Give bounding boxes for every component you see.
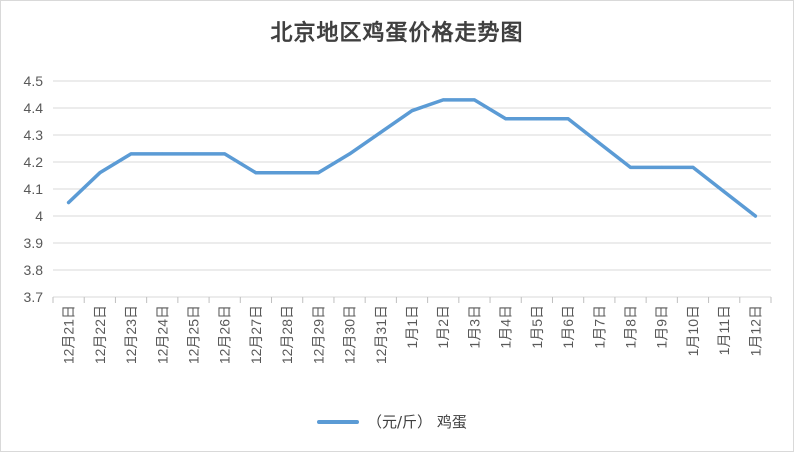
- x-tick-label: 12月29日: [310, 305, 326, 364]
- data-point: [566, 117, 570, 121]
- x-tick-label: 1月3日: [466, 305, 482, 349]
- data-point: [160, 152, 164, 156]
- x-tick-label: 1月1日: [404, 305, 420, 349]
- data-point: [129, 152, 133, 156]
- data-point: [410, 109, 414, 113]
- legend-label: （元/斤） 鸡蛋: [367, 413, 467, 431]
- data-point: [254, 171, 258, 175]
- data-point: [597, 141, 601, 145]
- data-point: [191, 152, 195, 156]
- x-tick-label: 1月11日: [716, 305, 732, 355]
- data-point: [472, 98, 476, 102]
- data-point: [67, 201, 71, 204]
- data-point: [691, 165, 695, 169]
- x-tick-label: 1月5日: [529, 305, 545, 349]
- x-tick-label: 1月10日: [685, 305, 701, 356]
- data-point: [223, 152, 227, 156]
- y-tick-label: 3.7: [24, 289, 44, 305]
- x-tick-label: 12月23日: [123, 305, 139, 364]
- y-tick-label: 4.5: [24, 73, 44, 89]
- x-tick-label: 1月8日: [623, 305, 639, 349]
- data-point: [379, 130, 383, 134]
- x-tick-label: 12月26日: [217, 305, 233, 364]
- x-tick-label: 1月9日: [654, 305, 670, 349]
- x-tick-label: 12月30日: [342, 305, 358, 364]
- x-tick-label: 1月7日: [591, 305, 607, 349]
- x-tick-label: 12月21日: [61, 305, 77, 364]
- y-tick-label: 3.9: [24, 235, 44, 251]
- data-point: [316, 171, 320, 175]
- x-tick-label: 1月12日: [747, 305, 763, 356]
- data-point: [535, 117, 539, 121]
- x-tick-label: 12月22日: [92, 305, 108, 364]
- data-point: [348, 152, 352, 156]
- y-tick-label: 4.3: [24, 127, 44, 143]
- legend: （元/斤） 鸡蛋: [317, 411, 467, 432]
- x-tick-label: 12月28日: [279, 305, 295, 364]
- y-tick-label: 4.4: [24, 100, 44, 116]
- data-point: [98, 171, 102, 175]
- y-tick-label: 4.2: [24, 154, 44, 170]
- x-tick-label: 12月27日: [248, 305, 264, 364]
- data-point: [753, 214, 757, 218]
- x-tick-label: 1月4日: [498, 305, 514, 349]
- x-tick-label: 12月31日: [373, 305, 389, 364]
- series-line: [66, 98, 758, 218]
- legend-swatch: [317, 419, 359, 424]
- data-point: [722, 190, 726, 194]
- x-tick-label: 1月2日: [435, 305, 451, 349]
- data-point: [285, 171, 289, 175]
- data-point: [504, 117, 508, 121]
- chart-title: 北京地区鸡蛋价格走势图: [270, 21, 524, 46]
- x-tick-label: 12月25日: [185, 305, 201, 364]
- data-point: [629, 165, 633, 169]
- y-tick-label: 4: [35, 208, 43, 224]
- y-tick-label: 4.1: [24, 181, 44, 197]
- data-point: [660, 165, 664, 169]
- data-point: [441, 98, 445, 102]
- y-tick-label: 3.8: [24, 262, 44, 278]
- x-tick-label: 12月24日: [154, 305, 170, 364]
- x-tick-label: 1月6日: [560, 305, 576, 349]
